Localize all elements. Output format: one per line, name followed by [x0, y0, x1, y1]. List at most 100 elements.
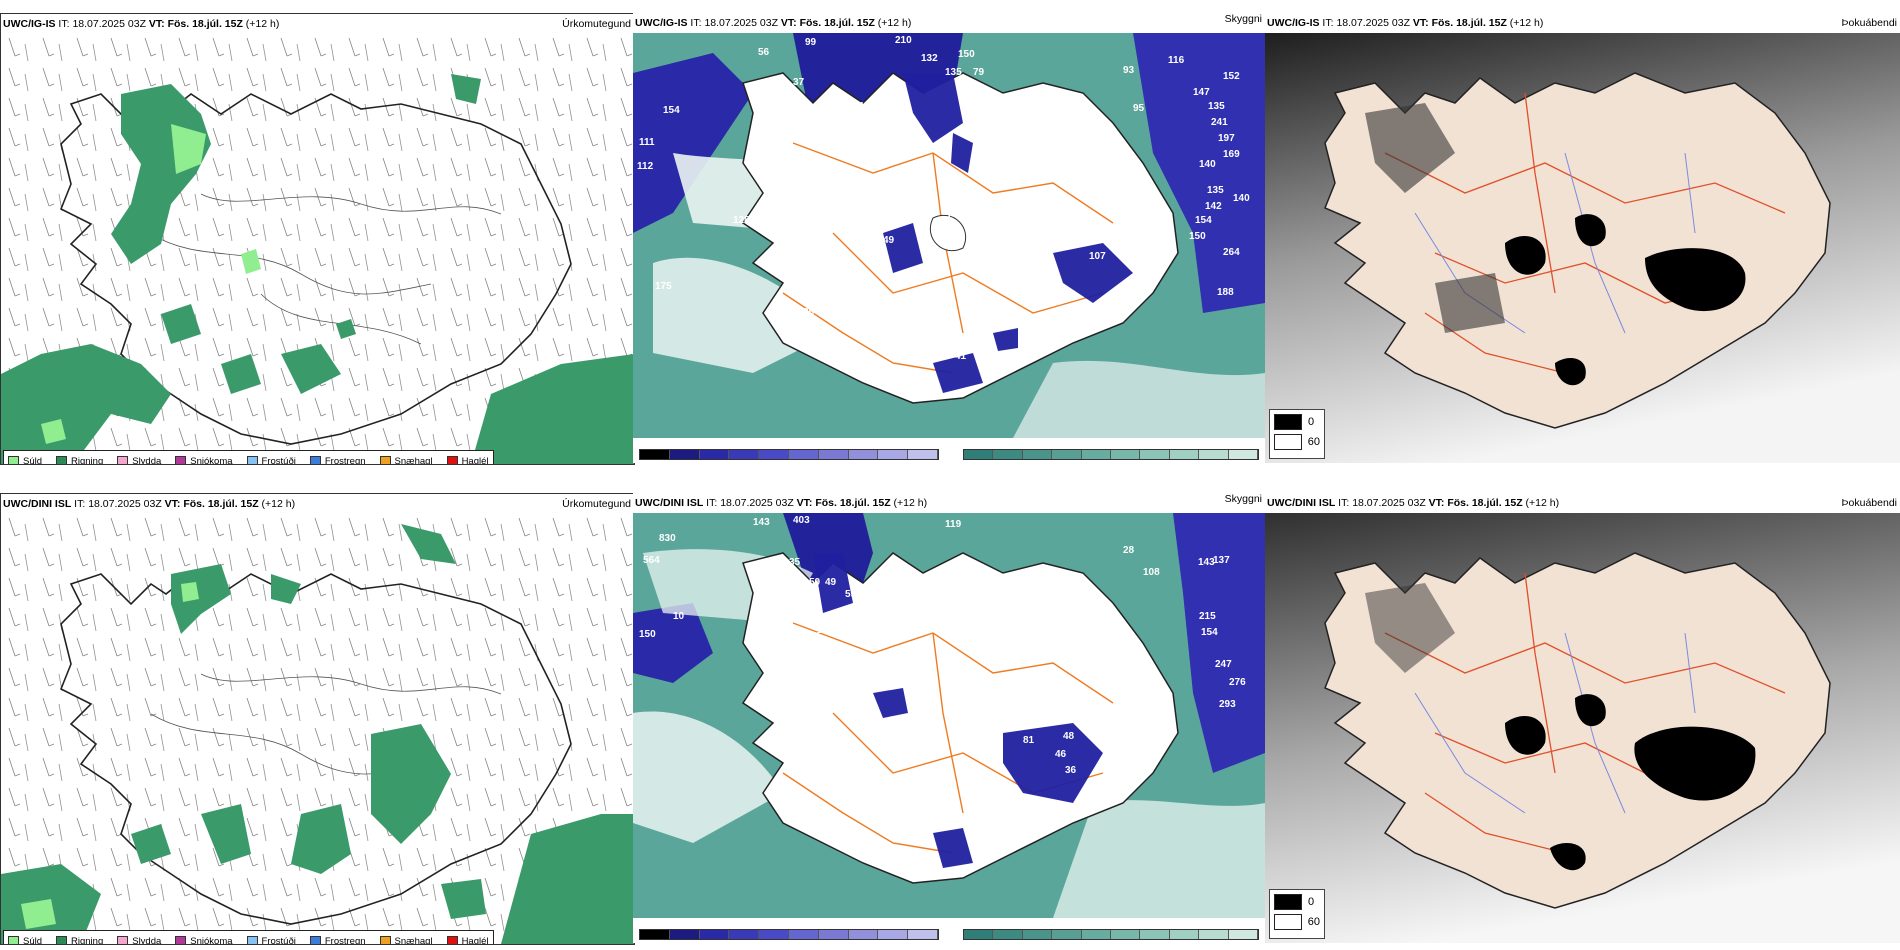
precip-map	[1, 514, 634, 944]
cloud-label: 36	[821, 107, 833, 118]
cloud-label: 78	[947, 209, 959, 220]
fog-map	[1265, 33, 1900, 463]
svg-text:37: 37	[933, 801, 945, 812]
svg-text:10: 10	[673, 611, 685, 622]
svg-text:137: 137	[1213, 555, 1230, 566]
svg-text:119: 119	[945, 519, 962, 530]
cloud-label: 51	[939, 345, 951, 356]
legend-item-haglel: Haglél	[446, 455, 489, 464]
panel-header: UWC/DINI ISL IT: 18.07.2025 03Z VT: Fös.…	[1265, 493, 1900, 513]
cloud-base-labels: 143 403 119 830 564 35 50 49 28 143 137 …	[639, 515, 1246, 812]
panel-header: UWC/DINI ISL IT: 18.07.2025 03Z VT: Fös.…	[1, 494, 634, 514]
precip-legend: Súld Rigning Slydda Snjókoma Frostúði Fr…	[3, 930, 494, 944]
drizzle-areas	[21, 582, 199, 929]
panel-type-label: Skyggni	[1224, 493, 1262, 505]
cloud-label: 135	[1208, 101, 1225, 112]
cloud-label: 95	[1133, 103, 1145, 114]
svg-text:403: 403	[793, 515, 810, 526]
fog-map-svg	[1265, 33, 1900, 463]
cloud-label: 169	[1223, 149, 1240, 160]
cloud-label: 175	[655, 281, 672, 292]
svg-text:36: 36	[1065, 765, 1077, 776]
panel-type-label: Þokuábendi	[1841, 17, 1897, 29]
cloud-label: 152	[1223, 71, 1240, 82]
fog-legend: 0 60	[1269, 889, 1325, 939]
panel-header: UWC/IG-IS IT: 18.07.2025 03Z VT: Fös. 18…	[1265, 13, 1900, 33]
visibility-colorbar: km 12345678910	[963, 449, 1259, 463]
cloud-label: 128	[733, 215, 750, 226]
cloud-label: 49	[883, 235, 895, 246]
cloud-label: 54	[809, 155, 821, 166]
svg-text:143: 143	[753, 517, 770, 528]
cloud-label: 79	[973, 67, 985, 78]
visibility-map-svg: 56 99 210 132 150 37 135 79 93 116 152 1…	[633, 33, 1265, 438]
svg-text:50: 50	[809, 577, 821, 588]
drizzle-areas	[41, 124, 261, 444]
fog-panel-row1: UWC/IG-IS IT: 18.07.2025 03Z VT: Fös. 18…	[1265, 13, 1900, 463]
iceland-outline	[1324, 552, 1831, 909]
cloud-label: 210	[895, 35, 912, 46]
svg-text:154: 154	[1201, 627, 1218, 638]
svg-text:28: 28	[1123, 545, 1135, 556]
panel-type-label: Úrkomutegund	[562, 498, 631, 510]
init-time: 18.07.2025 03Z	[72, 18, 146, 30]
svg-text:564: 564	[643, 555, 660, 566]
svg-text:48: 48	[1063, 731, 1075, 742]
precip-map-svg	[1, 34, 634, 464]
cloud-label: 142	[1205, 201, 1222, 212]
precip-map	[1, 34, 634, 464]
visibility-map-svg: 143 403 119 830 564 35 50 49 28 143 137 …	[633, 513, 1265, 918]
legend-item-frostregn: Frostregn	[309, 455, 366, 464]
cloud-label: 67	[887, 177, 899, 188]
rain-areas	[1, 74, 634, 464]
cloud-label: 264	[1223, 247, 1240, 258]
panel-type-label: Þokuábendi	[1841, 497, 1897, 509]
svg-text:66: 66	[947, 689, 959, 700]
fog-cores	[1505, 694, 1756, 871]
cloud-label: 40	[797, 137, 809, 148]
visibility-panel-row1: UWC/IG-IS IT: 18.07.2025 03Z VT: Fös. 18…	[633, 13, 1265, 463]
cloud-label: 153	[1039, 241, 1056, 252]
cloud-label: 112	[637, 161, 654, 172]
svg-text:53: 53	[793, 609, 805, 620]
svg-text:81: 81	[1023, 735, 1035, 746]
cloud-label: 86	[803, 307, 815, 318]
cloud-label: 50	[829, 191, 841, 202]
panel-header: UWC/IG-IS IT: 18.07.2025 03Z VT: Fös. 18…	[1, 14, 634, 34]
visibility-colorbar: km 12345678910	[963, 929, 1259, 943]
svg-text:46: 46	[1055, 749, 1067, 760]
cloud-label: 66	[1105, 235, 1117, 246]
fog-cores	[1505, 214, 1746, 386]
cloud-base-colorbar: m 02004006008001000	[639, 449, 939, 463]
legend-item-snjokoma: Snjókoma	[175, 455, 233, 464]
svg-text:49: 49	[825, 577, 837, 588]
svg-text:143: 143	[1198, 557, 1215, 568]
cloud-label: 154	[663, 105, 680, 116]
cloud-label: 158	[859, 101, 876, 112]
lead-time: (+12 h)	[245, 18, 280, 30]
svg-text:50: 50	[939, 779, 951, 790]
cloud-label: 197	[1218, 133, 1235, 144]
svg-text:108: 108	[1143, 567, 1160, 578]
svg-text:830: 830	[659, 533, 676, 544]
panel-header: UWC/IG-IS IT: 18.07.2025 03Z VT: Fös. 18…	[633, 13, 1265, 33]
svg-text:59: 59	[1017, 707, 1029, 718]
fog-map-svg	[1265, 513, 1900, 943]
cloud-label: 93	[1123, 65, 1135, 76]
cloud-base-colorbar: m 02004006008001000	[639, 929, 939, 943]
cloud-label: 37	[793, 77, 805, 88]
svg-text:49: 49	[1089, 729, 1101, 740]
precip-type-panel-row1: UWC/IG-IS IT: 18.07.2025 03Z VT: Fös. 18…	[0, 13, 635, 465]
cloud-label: 150	[1189, 231, 1206, 242]
cloud-label: 135	[945, 67, 962, 78]
fog-panel-row2: UWC/DINI ISL IT: 18.07.2025 03Z VT: Fös.…	[1265, 493, 1900, 943]
svg-text:276: 276	[1229, 677, 1246, 688]
cloud-label: 41	[955, 351, 967, 362]
cloud-label: 99	[805, 37, 817, 48]
cloud-label: 116	[1168, 55, 1185, 66]
valid-time: Fös. 18.júl. 15Z	[167, 18, 243, 30]
cloud-label: 140	[1199, 159, 1216, 170]
svg-text:59: 59	[845, 589, 857, 600]
precip-map-svg	[1, 514, 634, 944]
legend-item-frostudi: Frostúði	[246, 455, 296, 464]
